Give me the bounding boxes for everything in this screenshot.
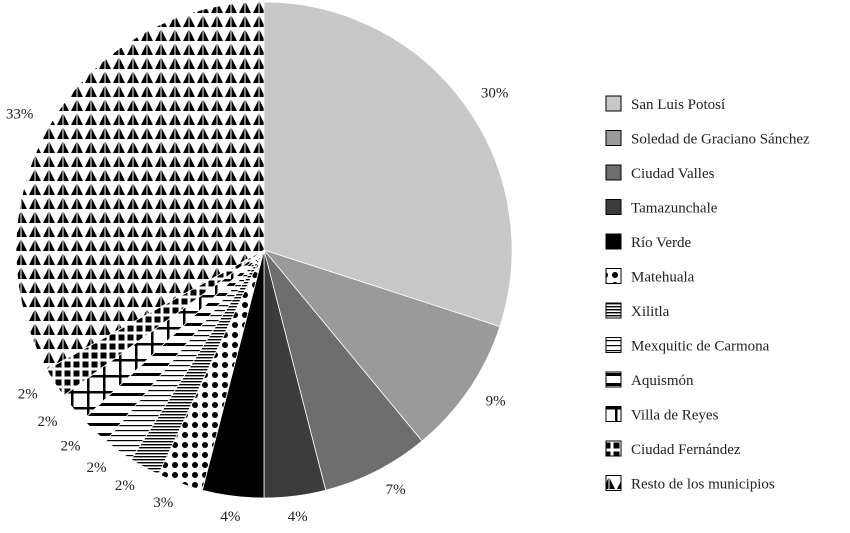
- legend-swatch-san-luis-potosi: [605, 95, 622, 112]
- pct-label-ciudad-valles: 7%: [386, 482, 406, 498]
- legend-swatch-soledad-de-graciano-sanchez: [605, 130, 622, 146]
- legend-swatch-rio-verde: [605, 233, 622, 250]
- legend-swatch-mexquitic-de-carmona: [605, 337, 622, 353]
- legend-item-soledad-de-graciano-sanchez: Soledad de Graciano Sánchez: [605, 130, 810, 148]
- pie-slices: [15, 1, 513, 499]
- legend-item-aquismon: Aquismón: [605, 371, 694, 389]
- legend-swatch-villa-de-reyes: [605, 406, 622, 422]
- legend-item-villa-de-reyes: Villa de Reyes: [605, 406, 719, 424]
- legend-swatch-xilitla: [605, 302, 622, 319]
- legend-item-san-luis-potosi: San Luis Potosí: [605, 95, 725, 113]
- legend-swatch-ciudad-fernandez: [605, 440, 622, 457]
- legend: San Luis Potosí Soledad de Graciano Sánch…: [605, 95, 810, 493]
- legend-label-resto-de-los-municipios: Resto de los municipios: [631, 477, 775, 493]
- legend-item-tamazunchale: Tamazunchale: [605, 199, 718, 217]
- pct-label-villa-de-reyes: 2%: [38, 414, 58, 430]
- legend-label-ciudad-valles: Ciudad Valles: [631, 166, 715, 182]
- legend-item-rio-verde: Río Verde: [605, 233, 691, 251]
- percentage-labels: 30%9%7%4%4%3%2%2%2%2%2%33%: [6, 85, 508, 524]
- pct-label-mexquitic-de-carmona: 2%: [86, 460, 106, 476]
- legend-label-aquismon: Aquismón: [631, 373, 694, 389]
- legend-item-matehuala: Matehuala: [605, 268, 695, 286]
- legend-label-villa-de-reyes: Villa de Reyes: [631, 408, 719, 424]
- legend-label-san-luis-potosi: San Luis Potosí: [631, 97, 725, 113]
- legend-item-ciudad-fernandez: Ciudad Fernández: [605, 440, 741, 458]
- pie-slice-ciudad-valles: [263, 249, 423, 491]
- legend-item-mexquitic-de-carmona: Mexquitic de Carmona: [605, 337, 770, 355]
- pct-label-rio-verde: 4%: [220, 509, 240, 525]
- legend-label-soledad-de-graciano-sanchez: Soledad de Graciano Sánchez: [631, 132, 810, 148]
- legend-swatch-tamazunchale: [605, 199, 622, 215]
- pie-slice-resto-de-los-municipios: [15, 1, 265, 371]
- legend-swatch-resto-de-los-municipios: [605, 475, 622, 491]
- pie-slice-soledad-de-graciano-sanchez: [262, 249, 501, 442]
- pie-slice-san-luis-potosi: [263, 1, 513, 328]
- legend-swatch-aquismon: [605, 371, 622, 388]
- legend-item-xilitla: Xilitla: [605, 302, 670, 320]
- legend-label-matehuala: Matehuala: [631, 270, 695, 286]
- legend-label-ciudad-fernandez: Ciudad Fernández: [631, 442, 741, 458]
- legend-label-tamazunchale: Tamazunchale: [631, 201, 718, 217]
- pct-label-tamazunchale: 4%: [288, 509, 308, 525]
- legend-swatch-matehuala: [605, 268, 622, 284]
- legend-label-rio-verde: Río Verde: [631, 235, 691, 251]
- legend-label-xilitla: Xilitla: [631, 304, 670, 320]
- pct-label-san-luis-potosi: 30%: [481, 85, 509, 101]
- legend-swatch-ciudad-valles: [605, 164, 622, 181]
- pct-label-soledad-de-graciano-sanchez: 9%: [486, 394, 506, 410]
- legend-label-mexquitic-de-carmona: Mexquitic de Carmona: [631, 339, 770, 355]
- pct-label-ciudad-fernandez: 2%: [18, 387, 38, 403]
- pct-label-resto-de-los-municipios: 33%: [6, 107, 34, 123]
- pct-label-matehuala: 3%: [153, 495, 173, 511]
- legend-item-ciudad-valles: Ciudad Valles: [605, 164, 715, 182]
- pct-label-xilitla: 2%: [115, 478, 135, 494]
- pct-label-aquismon: 2%: [61, 438, 81, 454]
- legend-item-resto-de-los-municipios: Resto de los municipios: [605, 475, 775, 493]
